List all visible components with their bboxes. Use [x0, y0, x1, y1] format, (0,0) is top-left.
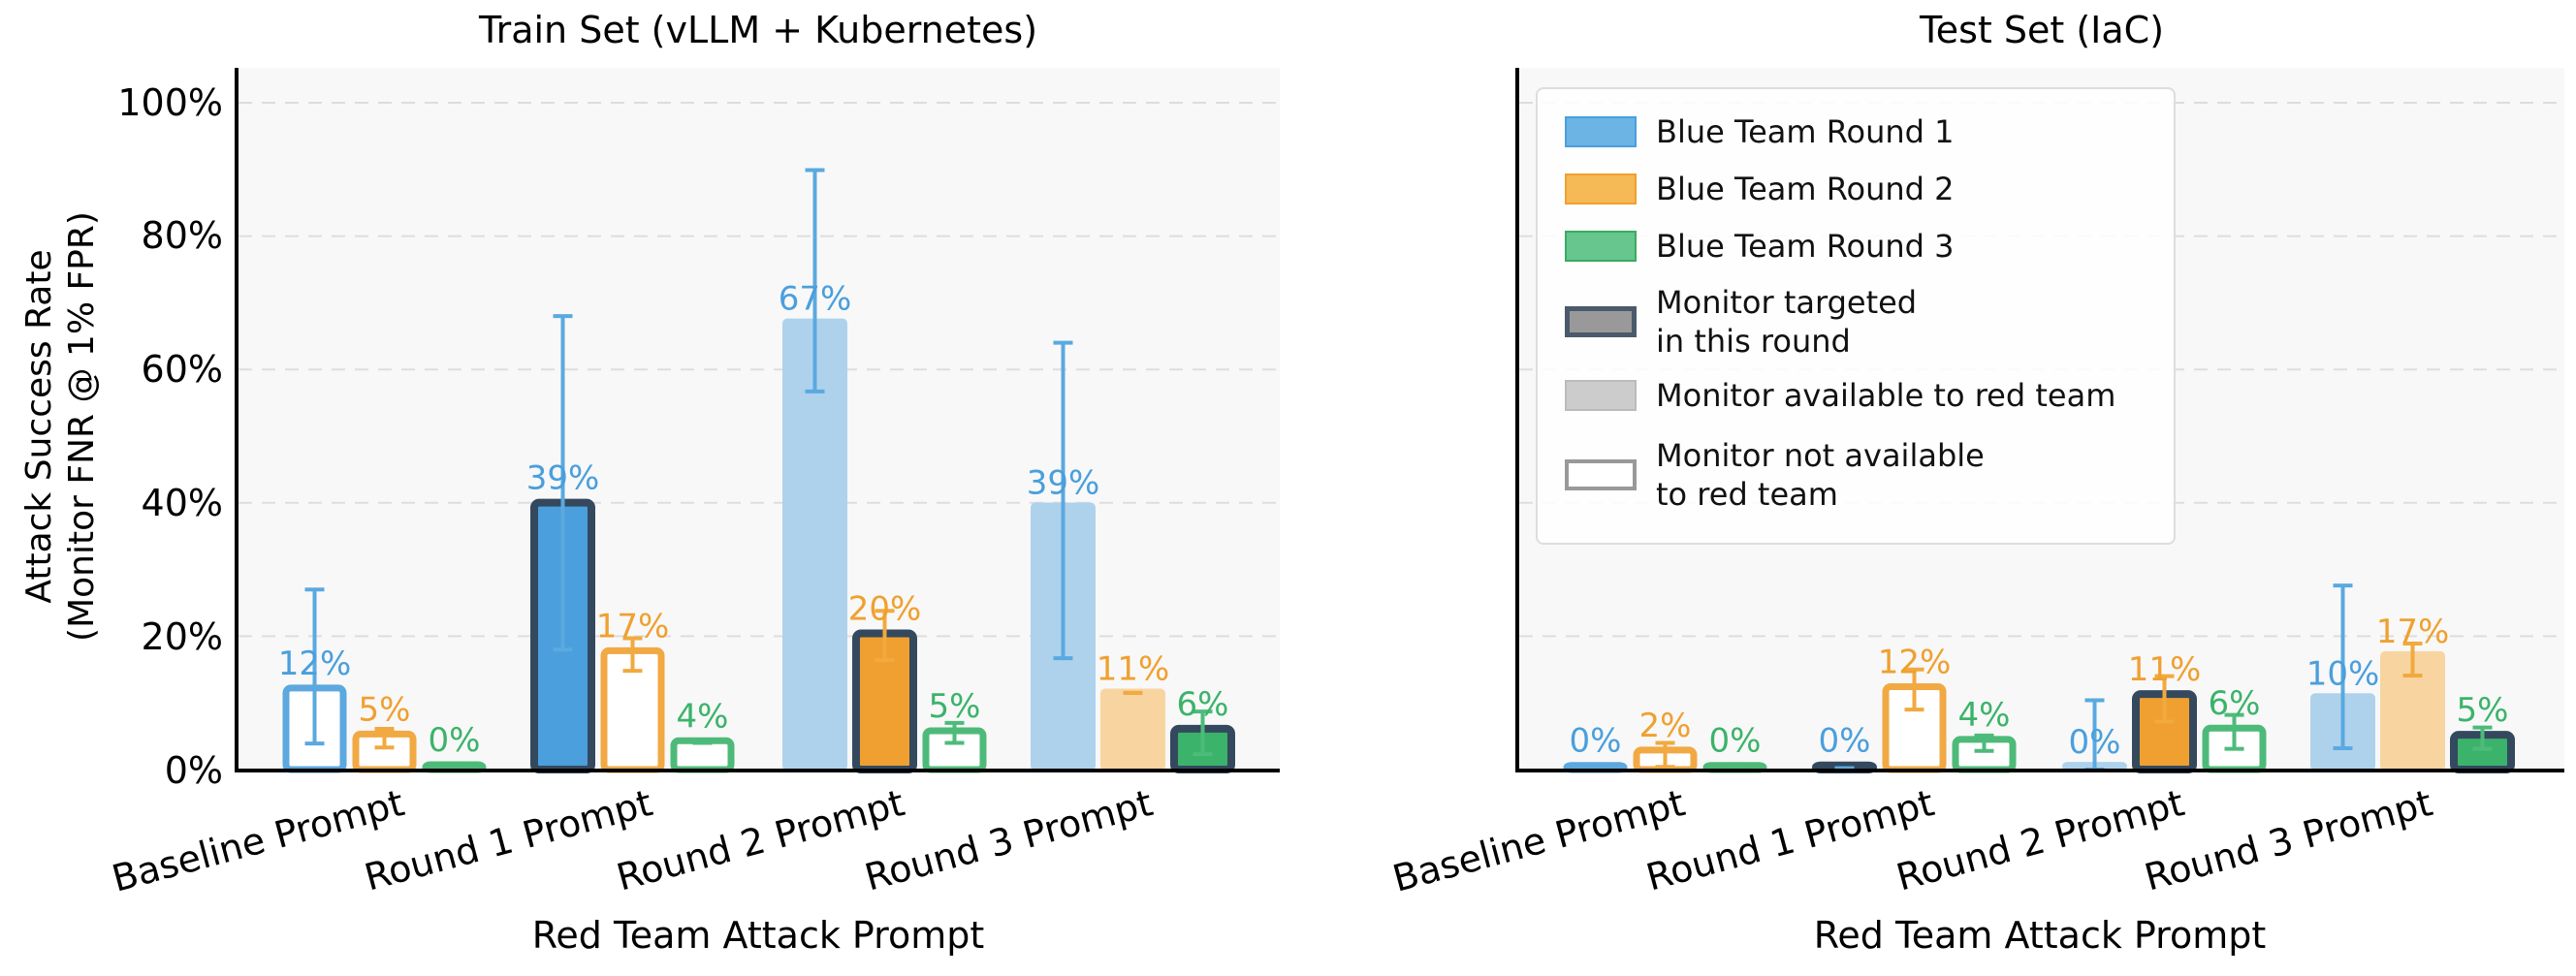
y-axis-label-line1: Attack Success Rate: [19, 249, 59, 603]
legend-label: Blue Team Round 3: [1656, 228, 1955, 265]
x-tick-label: Round 2 Prompt: [612, 781, 908, 898]
value-label: 5%: [929, 687, 981, 726]
legend-item-round2: Blue Team Round 2: [1565, 170, 1955, 208]
y-tick-0: 0%: [165, 749, 223, 792]
error-bar: [2472, 725, 2493, 751]
y-tick-labels: 0% 20% 40% 60% 80% 100%: [117, 81, 223, 792]
value-label: 5%: [2457, 691, 2509, 730]
error-bar: [1053, 340, 1073, 661]
x-tick-label: Baseline Prompt: [1388, 781, 1689, 900]
y-tick-100: 100%: [117, 81, 223, 124]
error-bar: [944, 720, 965, 745]
value-label: 11%: [1097, 649, 1170, 688]
y-axis-label: Attack Success Rate (Monitor FNR @ 1% FP…: [19, 211, 102, 642]
error-bar: [1655, 740, 1675, 770]
value-label: 17%: [596, 607, 670, 645]
value-label: 67%: [779, 280, 852, 319]
error-bar: [2402, 641, 2423, 677]
value-label: 12%: [278, 645, 352, 683]
error-bar: [1904, 667, 1924, 712]
legend-item-available: Monitor available to red team: [1565, 376, 2115, 415]
value-label: 0%: [1819, 722, 1871, 761]
error-bar: [1193, 709, 1213, 757]
value-label: 39%: [526, 459, 600, 498]
error-bar: [622, 636, 643, 674]
right-x-axis-label: Red Team Attack Prompt: [1814, 914, 2267, 957]
legend-item-round3: Blue Team Round 3: [1565, 227, 1955, 266]
error-bar: [805, 168, 825, 394]
value-label: 5%: [359, 690, 411, 729]
bar: [1100, 688, 1165, 771]
value-label: 0%: [2069, 723, 2121, 762]
x-tick-label: Round 1 Prompt: [360, 781, 656, 898]
value-label: 11%: [2128, 650, 2202, 689]
y-tick-60: 60%: [142, 348, 223, 391]
error-bar: [304, 587, 325, 746]
x-tick-label: Baseline Prompt: [108, 781, 408, 900]
x-tick-label: Round 3 Prompt: [2140, 781, 2436, 898]
right-chart-title: Test Set (IaC): [1919, 9, 2164, 51]
legend-swatch-available: [1565, 380, 1637, 411]
bar: [670, 737, 735, 773]
error-bar: [2154, 674, 2175, 724]
error-bar: [553, 314, 573, 652]
legend-label: Monitor targeted in this round: [1656, 284, 1918, 360]
value-label: 0%: [1709, 722, 1762, 761]
value-label: 4%: [1958, 696, 2011, 735]
error-bar: [2333, 583, 2353, 750]
y-axis-label-line2: (Monitor FNR @ 1% FPR): [62, 211, 102, 642]
value-label: 39%: [1027, 463, 1100, 502]
legend-label: Blue Team Round 1: [1656, 113, 1955, 150]
value-label: 0%: [429, 721, 481, 760]
x-tick-label: Round 2 Prompt: [1892, 781, 2188, 898]
value-label: 20%: [848, 590, 922, 629]
value-label: 0%: [1570, 722, 1622, 761]
left-x-axis-label: Red Team Attack Prompt: [532, 914, 985, 957]
y-tick-80: 80%: [142, 214, 223, 257]
error-bar: [875, 609, 895, 663]
value-label: 12%: [1878, 644, 1952, 682]
legend-swatch-targeted: [1565, 306, 1637, 337]
error-bar: [2224, 712, 2244, 751]
value-label: 2%: [1639, 707, 1692, 745]
value-label: 10%: [2306, 654, 2380, 693]
legend-label: Blue Team Round 2: [1656, 171, 1955, 207]
legend: Blue Team Round 1 Blue Team Round 2 Blue…: [1536, 87, 2176, 545]
legend-item-unavailable: Monitor not available to red team: [1565, 436, 1985, 514]
legend-item-round1: Blue Team Round 1: [1565, 112, 1955, 151]
error-bar: [374, 727, 395, 750]
value-label: 4%: [677, 697, 729, 736]
left-bars: 12%5%0%39%17%4%67%20%5%39%11%6%: [278, 168, 1235, 774]
x-tick-label: Round 1 Prompt: [1641, 781, 1938, 898]
error-bar: [1974, 733, 1994, 753]
y-tick-40: 40%: [142, 482, 223, 524]
legend-label: Monitor not available to red team: [1656, 437, 1985, 513]
legend-item-targeted: Monitor targeted in this round: [1565, 283, 1917, 361]
value-label: 6%: [2209, 684, 2261, 723]
x-tick-label: Round 3 Prompt: [860, 781, 1157, 898]
value-label: 6%: [1177, 685, 1229, 724]
left-gridlines: [239, 102, 1280, 638]
legend-swatch-round3: [1565, 231, 1637, 262]
legend-label: Monitor available to red team: [1656, 377, 2116, 414]
legend-swatch-unavailable: [1565, 459, 1637, 490]
left-plot-area: [237, 68, 1280, 770]
y-tick-20: 20%: [142, 615, 223, 658]
legend-swatch-round1: [1565, 116, 1637, 147]
left-chart-title: Train Set (vLLM + Kubernetes): [478, 9, 1037, 51]
value-label: 17%: [2376, 613, 2450, 651]
legend-swatch-round2: [1565, 173, 1637, 205]
